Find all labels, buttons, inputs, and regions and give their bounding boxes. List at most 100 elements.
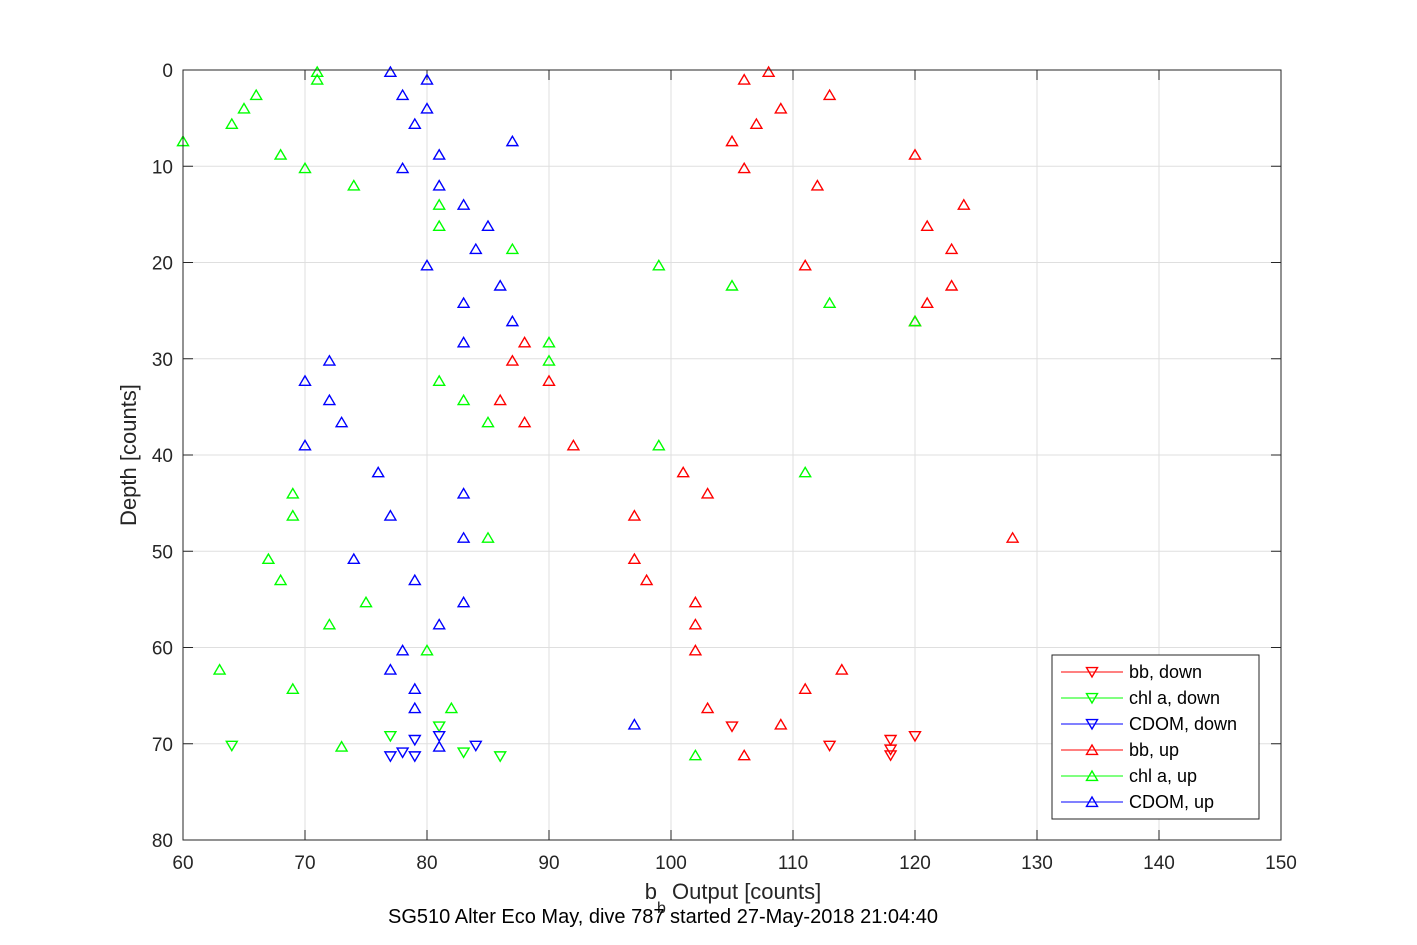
series-bb-down <box>725 721 922 762</box>
legend-marker <box>1085 769 1099 782</box>
data-point <box>261 552 276 565</box>
data-point <box>749 117 764 130</box>
data-marks <box>176 65 1020 763</box>
legend-entry: chl a, up <box>1061 766 1197 786</box>
data-point <box>395 88 410 101</box>
x-tick-label: 70 <box>294 853 315 874</box>
data-point <box>688 644 703 656</box>
data-point <box>420 73 434 85</box>
data-point <box>286 509 300 521</box>
legend-marker <box>1085 692 1099 705</box>
data-point <box>481 531 495 543</box>
data-point <box>286 682 300 694</box>
data-point <box>481 415 495 428</box>
data-point <box>822 740 837 753</box>
data-point <box>383 65 398 78</box>
data-point <box>408 682 422 694</box>
legend-label: bb, down <box>1129 662 1202 682</box>
chart-caption: SG510 Alter Eco May, dive 787 started 27… <box>388 906 938 928</box>
data-point <box>456 531 471 543</box>
y-tick-label: 70 <box>152 735 173 756</box>
data-point <box>908 314 922 327</box>
data-point <box>883 734 898 747</box>
data-point <box>627 718 642 730</box>
x-axis-label-rest: Output [counts] <box>666 879 821 904</box>
data-point <box>273 573 288 586</box>
data-point <box>432 721 446 733</box>
data-point <box>420 102 434 114</box>
legend-label: CDOM, up <box>1129 792 1214 812</box>
data-point <box>456 747 471 759</box>
data-point <box>456 393 471 406</box>
data-point <box>456 595 471 608</box>
data-point <box>652 259 666 271</box>
data-point <box>322 354 337 366</box>
data-point <box>920 219 934 232</box>
data-point <box>810 179 825 191</box>
data-point <box>334 415 349 428</box>
data-point <box>383 730 398 743</box>
y-tick-label: 40 <box>152 446 173 467</box>
data-point <box>774 102 788 114</box>
data-point <box>383 663 398 675</box>
data-point <box>688 618 703 630</box>
data-point <box>444 701 459 714</box>
data-point <box>676 465 690 478</box>
data-point <box>322 393 337 406</box>
data-point <box>249 88 263 101</box>
data-point <box>432 179 446 191</box>
data-point <box>639 573 654 586</box>
series-bb-up <box>493 65 1020 761</box>
data-point <box>481 219 495 232</box>
x-tick-label: 150 <box>1265 853 1297 874</box>
data-point <box>908 148 922 160</box>
data-point <box>334 740 349 752</box>
data-point <box>408 734 422 747</box>
data-point <box>883 744 898 756</box>
data-point <box>456 336 471 348</box>
y-tick-label: 80 <box>152 831 173 852</box>
data-point <box>737 748 751 761</box>
data-point <box>505 314 520 327</box>
data-point <box>432 730 446 743</box>
x-tick-label: 100 <box>655 853 687 874</box>
data-point <box>725 279 739 291</box>
data-point <box>432 219 446 232</box>
x-tick-label: 80 <box>416 853 437 874</box>
data-point <box>359 595 373 608</box>
x-tick-label: 90 <box>538 853 559 874</box>
x-tick-label: 60 <box>172 853 193 874</box>
data-point <box>835 663 849 675</box>
x-tick-label: 140 <box>1143 853 1175 874</box>
legend-box <box>1051 654 1260 820</box>
legend-marker <box>1085 795 1099 808</box>
data-point <box>737 73 751 85</box>
data-point <box>700 487 715 499</box>
data-point <box>798 465 812 478</box>
legend-label: chl a, up <box>1129 766 1197 786</box>
data-point <box>469 740 483 753</box>
data-point <box>566 439 581 451</box>
data-point <box>688 595 703 608</box>
data-point <box>725 721 739 733</box>
data-point <box>383 509 398 521</box>
legend-marker <box>1085 666 1099 679</box>
y-tick-label: 60 <box>152 639 173 660</box>
x-axis-label: bb Output [counts] <box>645 879 821 917</box>
y-tick-label: 50 <box>152 542 173 563</box>
data-point <box>273 148 288 160</box>
legend-marker <box>1085 718 1099 731</box>
data-point <box>432 374 446 386</box>
data-point <box>383 751 398 763</box>
series-cdom-down <box>383 730 483 763</box>
data-point <box>212 663 227 675</box>
data-point <box>225 740 239 753</box>
data-point <box>456 198 471 210</box>
data-point <box>798 682 812 694</box>
legend-label: chl a, down <box>1129 688 1220 708</box>
y-axis-label: Depth [counts] <box>116 384 141 526</box>
data-point <box>408 701 422 714</box>
data-point <box>761 65 776 78</box>
data-point <box>432 148 446 160</box>
